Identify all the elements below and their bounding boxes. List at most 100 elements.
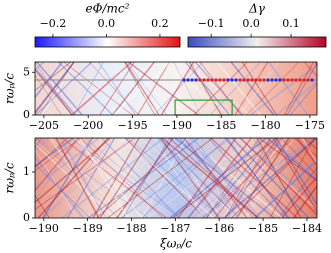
streak	[225, 138, 282, 218]
marker-dot	[194, 78, 198, 82]
streak	[324, 133, 331, 223]
streak	[35, 138, 136, 210]
streak	[275, 81, 317, 115]
streak	[160, 62, 195, 115]
streak	[106, 138, 214, 218]
marker-dot	[182, 78, 186, 82]
streak	[80, 138, 164, 218]
marker-dot	[282, 78, 286, 82]
streak	[124, 138, 206, 218]
streak	[178, 138, 255, 218]
marker-dot	[202, 78, 206, 82]
streak	[141, 138, 228, 218]
y-axis-label: rωₚ/c	[3, 73, 17, 104]
streak	[278, 166, 317, 218]
streak	[192, 62, 249, 115]
streak	[43, 138, 91, 218]
streak	[136, 62, 171, 115]
streak	[36, 62, 84, 115]
colorbar-label: Δγ	[248, 2, 266, 16]
streak	[230, 62, 275, 115]
streak	[88, 62, 140, 115]
marker-dot	[242, 78, 246, 82]
streak	[214, 138, 280, 218]
streak	[57, 62, 114, 115]
streak	[153, 138, 205, 218]
x-tick-label: −184	[292, 222, 322, 235]
marker-dot	[302, 78, 306, 82]
marker-dot	[198, 78, 202, 82]
x-axis-label: ξωₚ/c	[160, 237, 192, 251]
streak	[35, 96, 54, 115]
streak	[206, 138, 260, 218]
streak	[289, 82, 317, 115]
streak	[237, 138, 317, 205]
streak	[186, 138, 240, 218]
streak	[183, 62, 252, 115]
streak	[159, 62, 232, 115]
streak	[61, 138, 168, 218]
streak	[324, 133, 331, 223]
y-axis-label: rωₚ/c	[3, 162, 17, 193]
streak	[205, 138, 272, 218]
streak	[70, 62, 133, 115]
streak	[99, 62, 135, 115]
streak	[177, 138, 237, 218]
streak	[215, 62, 262, 115]
colorbar-tick-label: 0.0	[242, 17, 260, 30]
streak	[256, 138, 302, 218]
streak	[303, 62, 317, 77]
streak	[84, 138, 181, 218]
streak	[139, 138, 240, 218]
x-tick-label: −188	[116, 222, 146, 235]
streak	[87, 138, 200, 218]
streak	[117, 138, 206, 218]
marker-dot	[298, 78, 302, 82]
streak	[182, 138, 248, 218]
streak	[168, 138, 268, 218]
streak	[120, 138, 215, 218]
streak	[35, 138, 80, 192]
colorbar-label: eΦ/mc²	[86, 2, 130, 16]
streak	[292, 184, 317, 218]
streak	[42, 138, 94, 218]
marker-dot	[226, 78, 230, 82]
streak	[171, 138, 278, 218]
streak	[69, 138, 181, 218]
marker-dot	[266, 78, 270, 82]
streak	[234, 62, 269, 115]
streak	[174, 138, 276, 218]
streak	[241, 62, 278, 115]
colorbar	[34, 36, 181, 48]
streak	[126, 62, 168, 115]
x-tick-label: −175	[295, 119, 325, 132]
marker-dot	[290, 78, 294, 82]
marker-dot	[238, 78, 242, 82]
streak	[318, 57, 331, 120]
streak	[168, 138, 260, 218]
x-tick-label: −180	[250, 119, 280, 132]
streak	[280, 138, 317, 176]
marker-dot	[306, 78, 310, 82]
streak	[67, 62, 132, 115]
streak	[127, 62, 200, 115]
streak	[267, 62, 309, 115]
streak	[154, 62, 204, 115]
colorbar-tick-label: −0.2	[40, 17, 67, 30]
marker-dot	[214, 78, 218, 82]
plot-frame	[34, 61, 318, 116]
marker-dot	[270, 78, 274, 82]
colorbar-tick-label: 0.1	[282, 17, 300, 30]
heatmap-image	[35, 133, 331, 223]
y-tick-label: 0	[23, 211, 30, 224]
streak	[249, 64, 317, 115]
marker-dot	[262, 78, 266, 82]
streak	[160, 138, 220, 218]
streak	[207, 138, 286, 218]
streak	[99, 138, 153, 218]
streak	[50, 138, 126, 218]
marker-dot	[222, 78, 226, 82]
streak	[209, 138, 299, 218]
marker-dot	[310, 78, 314, 82]
x-tick-label: −195	[117, 119, 147, 132]
